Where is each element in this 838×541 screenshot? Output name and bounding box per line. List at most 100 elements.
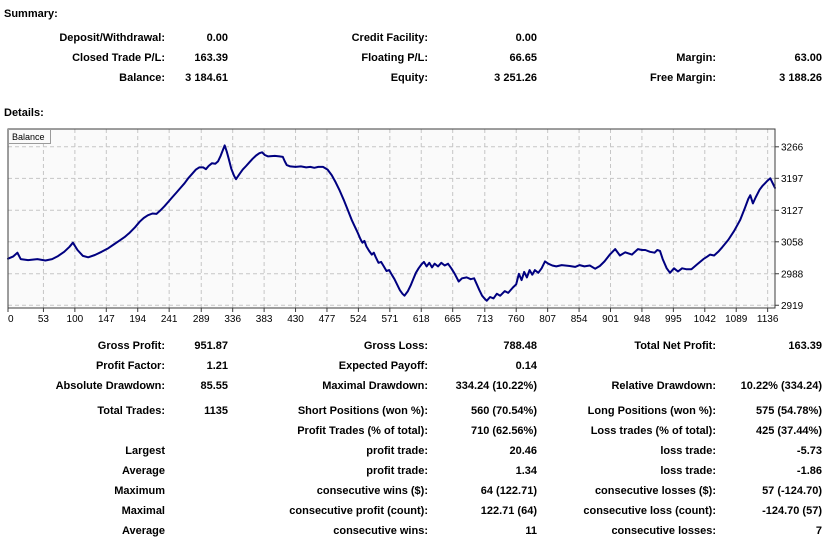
x-axis-label: 618	[413, 314, 430, 325]
stat-value: 66.65	[509, 52, 537, 64]
x-axis-label: 477	[319, 314, 336, 325]
x-axis-label: 53	[38, 314, 50, 325]
x-axis-label: 289	[193, 314, 210, 325]
x-axis-label: 0	[8, 314, 14, 325]
stat-value: 64 (122.71)	[480, 485, 537, 497]
stat-label: Maximal	[121, 505, 165, 517]
x-axis-label: 100	[67, 314, 84, 325]
x-axis-label: 241	[161, 314, 178, 325]
stat-label: profit trade:	[366, 445, 428, 457]
stat-value: 1135	[204, 405, 228, 417]
stat-value: -1.86	[796, 465, 822, 477]
x-axis-label: 571	[381, 314, 398, 325]
x-axis-label: 1136	[757, 314, 779, 325]
stat-value	[165, 481, 228, 501]
x-axis-label: 1042	[694, 314, 717, 325]
y-axis-label: 3127	[781, 206, 804, 217]
y-axis-label: 2988	[781, 269, 804, 280]
stat-label: Deposit/Withdrawal:	[59, 32, 165, 44]
x-axis-label: 665	[444, 314, 461, 325]
stat-value: -5.73	[796, 445, 822, 457]
x-axis-label: 995	[665, 314, 682, 325]
summary-grid: Deposit/Withdrawal: 0.00 Credit Facility: 0…	[0, 28, 822, 88]
x-axis-label: 948	[634, 314, 651, 325]
stat-label: Largest	[125, 445, 165, 457]
stat-label: Average	[121, 465, 165, 477]
stat-label	[0, 421, 165, 441]
stat-value: 163.39	[788, 340, 822, 352]
stat-value: 710 (62.56%)	[470, 425, 537, 437]
stat-value: 0.14	[515, 360, 537, 372]
stat-label: Floating P/L:	[361, 52, 428, 64]
stat-label: Profit Trades (% of total):	[297, 425, 428, 437]
x-axis-label: 1089	[725, 314, 748, 325]
plot-background	[8, 129, 775, 308]
stat-value: 11	[525, 525, 537, 537]
stat-label: Expected Payoff:	[338, 360, 428, 372]
stat-label: Balance:	[119, 72, 165, 84]
stat-value: 85.55	[200, 380, 228, 392]
stat-label: Gross Profit:	[97, 340, 165, 352]
stat-value: 63.00	[794, 52, 822, 64]
stat-label: Equity:	[390, 72, 428, 84]
stat-label: consecutive wins ($):	[316, 485, 428, 497]
stats-grid-top: Gross Profit: 951.87 Gross Loss: 788.48 Tota…	[0, 336, 822, 396]
stat-value: 20.46	[509, 445, 537, 457]
stat-label: consecutive losses ($):	[594, 485, 716, 497]
stat-label: consecutive loss (count):	[583, 505, 716, 517]
stat-value: 1.34	[515, 465, 537, 477]
stat-label: Maximal Drawdown:	[322, 380, 428, 392]
stat-label: consecutive profit (count):	[289, 505, 428, 517]
stat-value	[716, 28, 822, 48]
stat-value	[165, 501, 228, 521]
x-axis-label: 194	[129, 314, 146, 325]
stat-label: consecutive losses:	[611, 525, 716, 537]
stat-label: Gross Loss:	[363, 340, 428, 352]
legend-label: Balance	[12, 132, 45, 142]
stat-label: loss trade:	[660, 465, 716, 477]
balance-line	[7, 144, 776, 302]
stat-label: Loss trades (% of total):	[590, 425, 716, 437]
x-axis-label: 524	[350, 314, 367, 325]
stat-value: 425 (37.44%)	[755, 425, 822, 437]
stat-label: Free Margin:	[649, 72, 716, 84]
stat-value: 951.87	[194, 340, 228, 352]
stat-label: Margin:	[676, 52, 716, 64]
stat-value: 0.00	[206, 32, 228, 44]
stat-value: 10.22% (334.24)	[740, 380, 822, 392]
stat-value: 1.21	[206, 360, 228, 372]
stat-label: Profit Factor:	[95, 360, 165, 372]
stat-value: 57 (-124.70)	[762, 485, 822, 497]
stat-label: Short Positions (won %):	[297, 405, 428, 417]
stat-value: 575 (54.78%)	[755, 405, 822, 417]
stat-label: Credit Facility:	[351, 32, 428, 44]
stat-label: Long Positions (won %):	[587, 405, 716, 417]
x-axis-label: 807	[539, 314, 556, 325]
y-axis-label: 3058	[781, 237, 804, 248]
stat-value	[165, 421, 228, 441]
stat-value	[716, 356, 822, 376]
stat-label: Relative Drawdown:	[611, 380, 716, 392]
stat-label: loss trade:	[660, 445, 716, 457]
stat-label	[537, 28, 716, 48]
x-axis-label: 147	[98, 314, 115, 325]
stat-label: Absolute Drawdown:	[55, 380, 165, 392]
x-axis-label: 336	[224, 314, 241, 325]
stat-label: consecutive wins:	[333, 525, 428, 537]
y-axis-label: 2919	[781, 301, 804, 312]
stat-value: 163.39	[194, 52, 228, 64]
x-axis-label: 760	[508, 314, 525, 325]
legend-box	[8, 129, 51, 144]
stat-value: 0.00	[515, 32, 537, 44]
x-axis-label: 901	[602, 314, 619, 325]
stat-value: 788.48	[503, 340, 537, 352]
stat-value: 3 184.61	[185, 72, 228, 84]
details-section-title: Details:	[4, 107, 44, 119]
stat-value: 334.24 (10.22%)	[455, 380, 537, 392]
stat-label	[537, 356, 716, 376]
x-axis-label: 383	[256, 314, 273, 325]
x-axis-label: 854	[571, 314, 588, 325]
stat-label: Average	[121, 525, 165, 537]
stat-value: 7	[815, 525, 822, 537]
